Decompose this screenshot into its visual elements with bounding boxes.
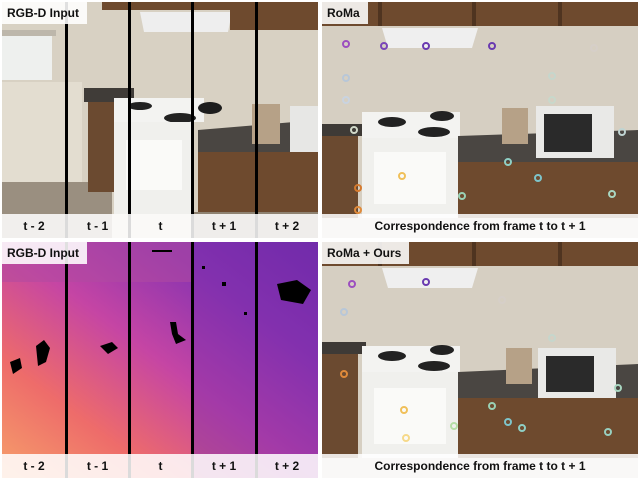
- panel-title: RoMa: [322, 2, 368, 24]
- panel-title: RoMa + Ours: [322, 242, 410, 264]
- depth-map-image: [2, 242, 318, 478]
- kitchen-correspondence-image: [322, 242, 638, 478]
- frame-label: t: [158, 459, 163, 473]
- frame-label-strip: t - 2 t - 1 t t + 1 t + 2: [2, 454, 318, 478]
- frame-label: t + 2: [274, 459, 300, 473]
- panel-caption: Correspondence from frame t to t + 1: [374, 459, 586, 473]
- roma-ours-panel: RoMa + Ours Correspondence from frame t …: [322, 242, 638, 478]
- panel-caption: Correspondence from frame t to t + 1: [374, 219, 586, 233]
- frame-label: t + 1: [211, 219, 237, 233]
- frame-label: t - 2: [23, 219, 45, 233]
- depth-input-panel: RGB-D Input t - 2 t - 1 t t + 1 t + 2: [2, 242, 318, 478]
- panel-title: RGB-D Input: [2, 242, 87, 264]
- frame-label: t: [158, 219, 163, 233]
- rgb-input-panel: RGB-D Input t - 2 t - 1 t t + 1 t + 2: [2, 2, 318, 238]
- frame-label: t - 1: [86, 459, 109, 473]
- frame-label: t - 1: [86, 219, 109, 233]
- frame-label: t + 1: [211, 459, 237, 473]
- frame-label: t - 2: [23, 459, 45, 473]
- panel-title: RGB-D Input: [2, 2, 87, 24]
- caption-strip: Correspondence from frame t to t + 1: [322, 214, 638, 238]
- kitchen-correspondence-image: [322, 2, 638, 238]
- frame-label-strip: t - 2 t - 1 t t + 1 t + 2: [2, 214, 318, 238]
- kitchen-rgb-image: [2, 2, 318, 238]
- frame-label: t + 2: [274, 219, 300, 233]
- caption-strip: Correspondence from frame t to t + 1: [322, 454, 638, 478]
- roma-panel: RoMa Correspondence from frame t to t + …: [322, 2, 638, 238]
